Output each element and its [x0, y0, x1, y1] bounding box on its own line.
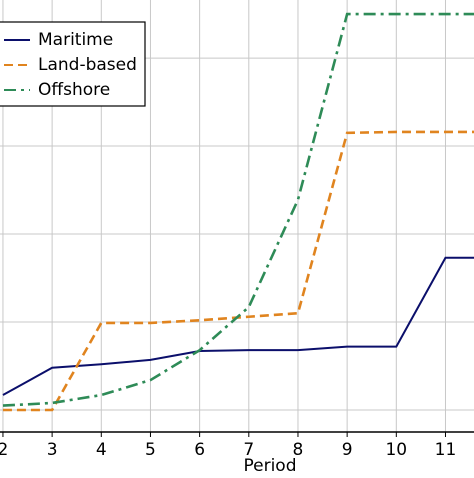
x-tick-label: 8 — [293, 440, 304, 460]
x-tick-label: 11 — [435, 440, 457, 460]
series-line — [2, 12, 474, 407]
legend-label: Offshore — [38, 80, 110, 100]
x-tick-label: 6 — [194, 440, 205, 460]
legend-label: Maritime — [38, 30, 113, 50]
plot-area — [2, 12, 474, 412]
x-ticks: 2 3 4 5 6 7 8 9 10 11 — [0, 432, 456, 460]
series-line — [2, 256, 474, 396]
x-tick-label: 4 — [96, 440, 107, 460]
x-tick-label: 10 — [385, 440, 407, 460]
legend: Maritime Land-based Offshore — [0, 21, 146, 107]
grid — [0, 0, 474, 432]
series-line — [2, 130, 474, 412]
x-tick-label: 5 — [145, 440, 156, 460]
x-tick-label: 9 — [342, 440, 353, 460]
legend-label: Land-based — [38, 55, 137, 75]
x-tick-label: 7 — [243, 440, 254, 460]
x-axis-label: Period — [243, 456, 296, 474]
x-tick-label: 3 — [47, 440, 58, 460]
x-tick-label: 2 — [0, 440, 8, 460]
